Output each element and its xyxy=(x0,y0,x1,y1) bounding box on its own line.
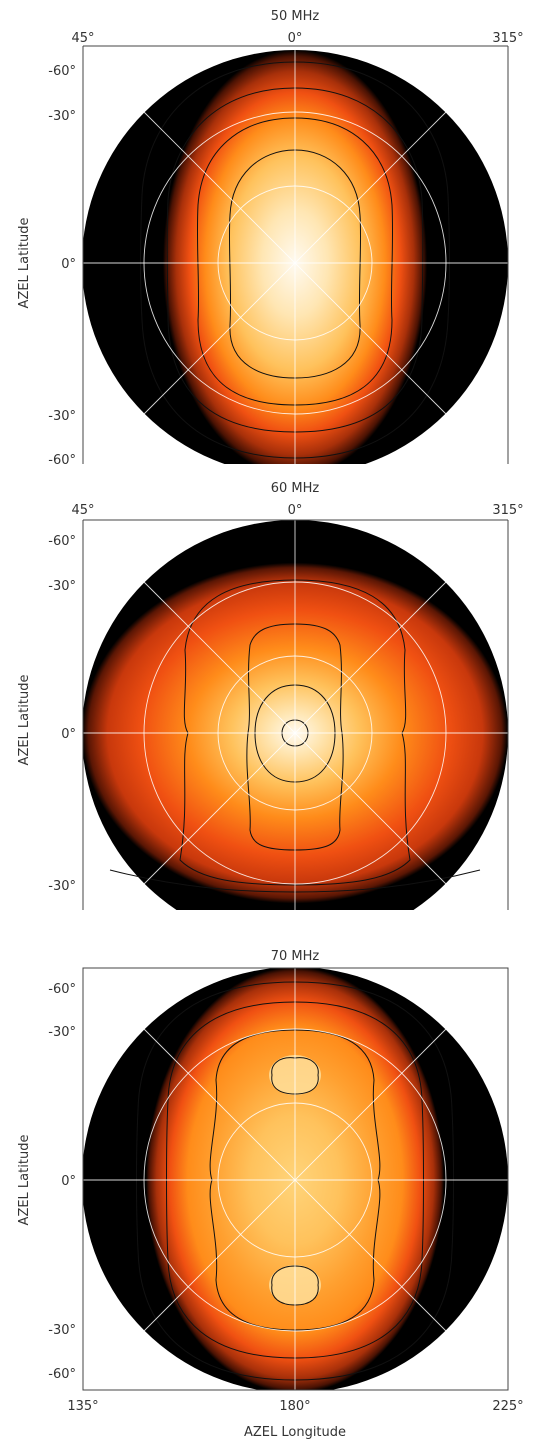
panel-60mhz: 60 MHz 45° 0° 315° -60° -30° 0° -30° AZE… xyxy=(17,481,524,910)
x-axis-label: AZEL Longitude xyxy=(244,1425,346,1440)
bottom-tick-label: 180° xyxy=(279,1399,310,1414)
panel-50mhz: 50 MHz 45° 0° 315° -60° -30° 0° -30° -60… xyxy=(17,9,524,468)
left-tick-label: -60° xyxy=(48,453,76,468)
panel-70mhz: 70 MHz -60° -30° 0° -30° -60° 135° 180° … xyxy=(17,949,524,1440)
left-tick-label: -30° xyxy=(48,1025,76,1040)
bottom-tick-label: 225° xyxy=(492,1399,523,1414)
chart-title: 60 MHz xyxy=(271,481,320,496)
top-tick-label: 315° xyxy=(492,503,523,518)
left-tick-label: -30° xyxy=(48,879,76,894)
grid xyxy=(83,46,508,464)
bottom-tick-label: 135° xyxy=(67,1399,98,1414)
left-tick-label: -60° xyxy=(48,1367,76,1382)
top-tick-label: 45° xyxy=(71,31,94,46)
left-tick-label: 0° xyxy=(61,257,76,272)
top-tick-label: 45° xyxy=(71,503,94,518)
left-tick-label: -60° xyxy=(48,64,76,79)
top-tick-label: 315° xyxy=(492,31,523,46)
grid xyxy=(83,520,508,910)
left-tick-label: -30° xyxy=(48,1323,76,1338)
chart-title: 70 MHz xyxy=(271,949,320,964)
chart-title: 50 MHz xyxy=(271,9,320,24)
y-axis-label: AZEL Latitude xyxy=(17,675,32,766)
left-tick-label: -30° xyxy=(48,409,76,424)
beam-disk xyxy=(83,50,508,464)
grid xyxy=(83,968,508,1390)
top-tick-label: 0° xyxy=(288,503,303,518)
left-tick-label: 0° xyxy=(61,727,76,742)
y-axis-label: AZEL Latitude xyxy=(17,1135,32,1226)
left-tick-label: -60° xyxy=(48,534,76,549)
beam-disk xyxy=(83,520,508,910)
top-tick-label: 0° xyxy=(288,31,303,46)
left-tick-label: -30° xyxy=(48,579,76,594)
y-axis-label: AZEL Latitude xyxy=(17,218,32,309)
left-tick-label: 0° xyxy=(61,1174,76,1189)
left-tick-label: -60° xyxy=(48,982,76,997)
left-tick-label: -30° xyxy=(48,109,76,124)
